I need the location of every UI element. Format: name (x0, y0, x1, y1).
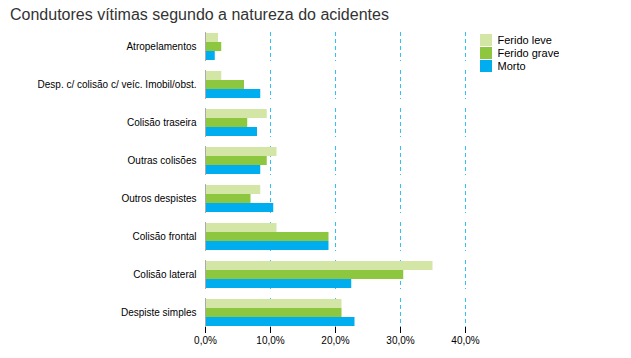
svg-text:10,0%: 10,0% (256, 335, 284, 346)
html-text:Ferido leve: Ferido leve (497, 34, 552, 46)
svg-text:20,0%: 20,0% (321, 335, 349, 346)
svg-text:Colisão traseira: Colisão traseira (127, 117, 197, 128)
svg-text:Colisão frontal: Colisão frontal (133, 231, 197, 242)
html-text:Morto: Morto (497, 60, 526, 72)
svg-text:Outros despistes: Outros despistes (121, 193, 196, 204)
svg-text:Despiste simples: Despiste simples (121, 307, 197, 318)
svg-text:Atropelamentos: Atropelamentos (126, 41, 196, 52)
svg-text:40,0%: 40,0% (451, 335, 479, 346)
html-text:Condutores vítimas segundo a n: Condutores vítimas segundo a natureza do… (10, 6, 389, 23)
html-text:Ferido grave: Ferido grave (497, 47, 560, 59)
svg-text:0,0%: 0,0% (194, 335, 217, 346)
svg-text:Desp. c/ colisão c/ veíc. Imob: Desp. c/ colisão c/ veíc. Imobil/obst. (38, 79, 197, 90)
svg-text:Outras colisões: Outras colisões (128, 155, 197, 166)
svg-text:30,0%: 30,0% (386, 335, 414, 346)
svg-text:Colisão lateral: Colisão lateral (133, 269, 196, 280)
